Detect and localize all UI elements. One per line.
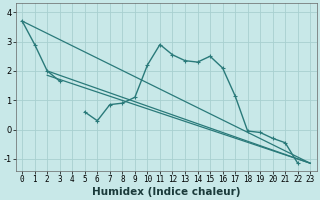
X-axis label: Humidex (Indice chaleur): Humidex (Indice chaleur) — [92, 187, 240, 197]
